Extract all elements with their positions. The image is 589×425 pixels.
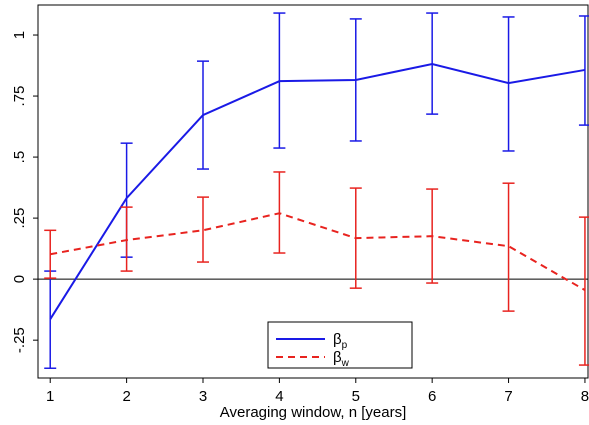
y-tick-label: .5 [11,151,28,164]
series-line [49,63,586,320]
x-tick-label: 4 [275,388,283,405]
y-tick-label: .75 [11,86,28,107]
legend-label: βw [333,349,350,369]
x-tick-label: 1 [46,388,54,405]
x-tick-label: 6 [428,388,436,405]
x-axis-label: Averaging window, n [years] [220,404,407,421]
x-tick-label: 8 [581,388,589,405]
x-tick-label: 7 [504,388,512,405]
y-tick-label: .25 [11,208,28,229]
y-tick-label: -.25 [11,327,28,353]
legend-box [267,321,413,369]
x-tick-label: 5 [352,388,360,405]
x-tick-label: 2 [122,388,130,405]
series-line [50,212,586,291]
y-tick-label: 0 [11,275,28,283]
plot-frame [37,4,589,379]
y-tick-label: 1 [11,31,28,39]
x-tick-label: 3 [199,388,207,405]
legend-label: βp [333,331,348,351]
